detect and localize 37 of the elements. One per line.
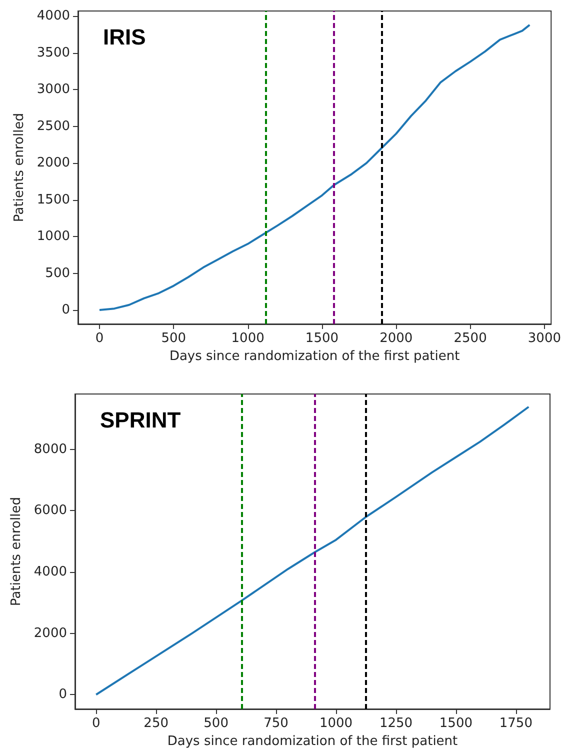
y-axis-title: Patients enrolled	[12, 113, 27, 222]
x-tick-label: 2000	[380, 331, 413, 346]
y-tick-label: 2000	[36, 156, 70, 171]
x-tick-label: 1500	[439, 716, 473, 731]
y-tick-label: 8000	[34, 442, 67, 457]
x-tick-label: 500	[204, 716, 228, 731]
y-tick-label: 4000	[34, 564, 67, 580]
text: SPRINT	[100, 408, 182, 432]
y-tick-label: 2500	[36, 118, 70, 134]
x-tick-label: 0	[92, 716, 100, 731]
x-tick-label: 3000	[528, 331, 562, 346]
y-tick-label: 500	[45, 266, 70, 281]
y-tick-label: 6000	[34, 503, 67, 518]
x-tick-label: 1500	[305, 331, 339, 346]
x-axis-title: Days since randomization of the first patient	[169, 348, 460, 364]
y-tick-label: 2000	[34, 626, 67, 641]
x-tick-label: 1250	[379, 716, 413, 731]
x-tick-label: 1750	[499, 716, 532, 731]
x-tick-label: 750	[264, 716, 288, 731]
y-axis-title: Patients enrolled	[9, 497, 24, 606]
y-tick-label: 0	[58, 687, 67, 702]
x-tick-label: 250	[144, 716, 168, 731]
x-tick-label: 1000	[319, 716, 353, 731]
y-tick-label: 1000	[36, 229, 70, 244]
y-tick-label: 3000	[36, 82, 70, 98]
y-tick-label: 4000	[36, 8, 70, 24]
x-axis-title: Days since randomization of the first patient	[167, 734, 458, 749]
x-tick-label: 0	[95, 331, 104, 346]
text: IRIS	[103, 24, 146, 50]
x-tick-label: 500	[161, 331, 186, 346]
x-tick-label: 2500	[454, 331, 487, 346]
x-tick-label: 1000	[231, 331, 264, 346]
y-tick-label: 0	[62, 302, 70, 318]
y-tick-label: 3500	[36, 45, 70, 60]
line-series	[98, 24, 531, 312]
line-series	[95, 406, 530, 696]
y-tick-label: 1500	[36, 192, 70, 208]
